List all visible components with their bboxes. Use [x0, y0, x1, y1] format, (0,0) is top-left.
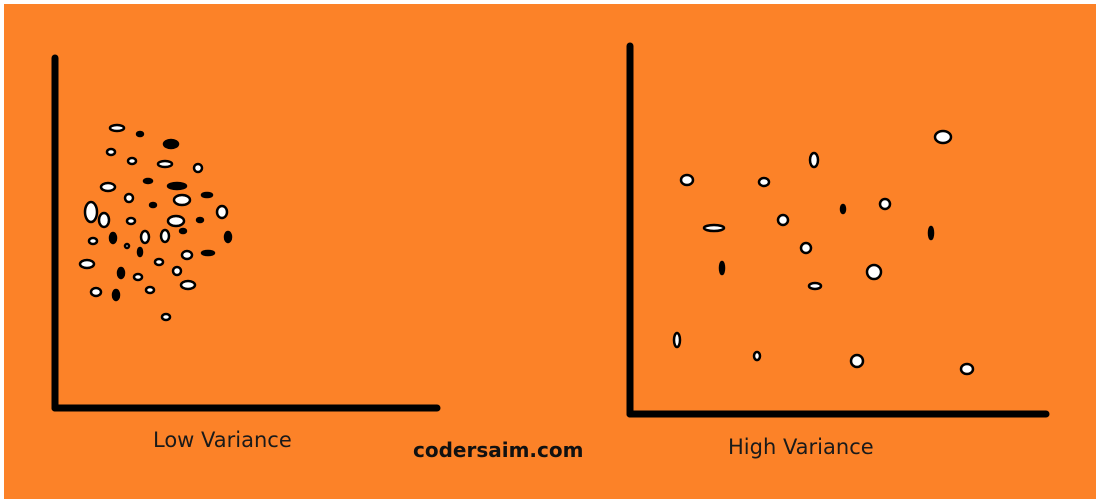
- low-variance-point: [108, 123, 126, 133]
- low-variance-point: [215, 204, 229, 220]
- low-variance-point: [171, 265, 183, 277]
- low-variance-point: [78, 258, 96, 270]
- high-variance-point: [702, 223, 726, 233]
- low-variance-point: [111, 288, 121, 302]
- low-variance-point: [87, 236, 99, 246]
- high-variance-point: [807, 281, 823, 291]
- low-variance-point: [144, 285, 156, 295]
- low-variance-caption: Low Variance: [153, 428, 292, 452]
- low-variance-point: [139, 229, 151, 245]
- low-variance-point: [108, 231, 118, 245]
- low-variance-point: [195, 216, 205, 224]
- high-variance-points: [672, 129, 975, 376]
- high-variance-axes: [626, 42, 1050, 418]
- low-variance-point: [180, 249, 194, 261]
- low-variance-point: [83, 200, 99, 224]
- low-variance-point: [89, 286, 103, 298]
- high-variance-point: [776, 213, 790, 227]
- low-variance-point: [148, 201, 158, 209]
- low-variance-points: [78, 123, 233, 322]
- low-variance-point: [125, 216, 137, 226]
- high-variance-point: [808, 151, 820, 169]
- low-variance-point: [192, 162, 204, 174]
- low-variance-point: [132, 272, 144, 282]
- low-variance-point: [97, 211, 111, 229]
- low-variance-axes: [51, 54, 441, 412]
- low-variance-point: [136, 246, 144, 258]
- high-variance-point: [849, 353, 865, 369]
- low-variance-point: [153, 257, 165, 267]
- variance-diagram: [51, 42, 1050, 418]
- high-variance-point: [927, 225, 935, 241]
- low-variance-point: [160, 312, 172, 322]
- high-variance-point: [878, 197, 892, 211]
- low-variance-point: [99, 181, 117, 193]
- low-variance-point: [162, 138, 180, 150]
- low-variance-point: [178, 227, 188, 235]
- low-variance-point: [116, 266, 126, 280]
- high-variance-point: [672, 331, 682, 349]
- low-variance-point: [105, 147, 117, 157]
- high-variance-point: [752, 350, 762, 362]
- low-variance-point: [200, 191, 214, 199]
- diagram-canvas: Low Variance High Variance codersaim.com: [4, 4, 1096, 499]
- low-variance-point: [159, 228, 171, 244]
- low-variance-point: [126, 156, 138, 166]
- low-variance-point: [200, 249, 216, 257]
- high-variance-point: [799, 241, 813, 255]
- low-variance-point: [179, 279, 197, 291]
- low-variance-point: [123, 192, 135, 204]
- high-variance-point: [933, 129, 953, 145]
- low-variance-point: [123, 242, 131, 250]
- low-variance-point: [166, 181, 188, 191]
- low-variance-point: [142, 177, 154, 185]
- low-variance-point: [135, 130, 145, 138]
- low-variance-point: [156, 159, 174, 169]
- high-variance-point: [757, 176, 771, 188]
- watermark-text: codersaim.com: [413, 438, 584, 462]
- high-variance-point: [959, 362, 975, 376]
- low-variance-point: [223, 230, 233, 244]
- high-variance-point: [865, 263, 883, 281]
- high-variance-point: [679, 173, 695, 187]
- high-variance-caption: High Variance: [728, 435, 874, 459]
- low-variance-point: [172, 193, 192, 207]
- high-variance-point: [718, 260, 726, 276]
- high-variance-point: [839, 203, 847, 215]
- low-variance-point: [166, 214, 186, 228]
